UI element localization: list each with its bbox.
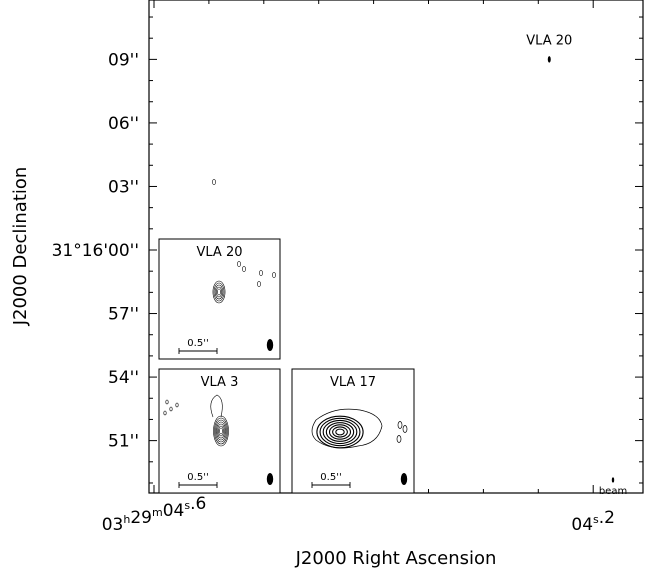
inset-vla-17: VLA 17 0.5'': [291, 368, 415, 494]
source-vla-20: VLA 20: [526, 33, 572, 63]
y-axis-title: J2000 Declination: [10, 167, 31, 327]
contour-blob: [237, 261, 241, 267]
contour: [218, 425, 224, 437]
contour-blob: [175, 402, 179, 408]
contour: [328, 424, 352, 440]
inset-beam: [400, 473, 408, 485]
inset-title: VLA 20: [196, 245, 242, 260]
contour: [216, 421, 226, 441]
contour-blob: [257, 281, 261, 287]
contour: [322, 419, 358, 445]
sources-layer: VLA 20SVS 13 (VLA 4)VLA 3VLA 17(MMS 2 = …: [526, 33, 572, 63]
y-tick-label: 03'': [108, 177, 139, 197]
inset-vla-3: VLA 3 0.5'': [158, 368, 281, 494]
contour-blob: [169, 406, 173, 412]
contour-blob: [402, 425, 408, 433]
contour-blob: [272, 272, 276, 278]
scale-bar-label: 0.5'': [187, 338, 208, 349]
inset-vla-20: VLA 20 0.5'': [158, 179, 281, 360]
inset-beam: [266, 339, 274, 351]
y-tick-label: 06'': [108, 114, 139, 134]
contour-outer: [311, 408, 383, 449]
contour: [325, 422, 355, 442]
inset-beam: [266, 473, 274, 485]
contour: [332, 426, 348, 438]
y-tick-label: 51'': [108, 432, 139, 452]
contour-blob: [242, 266, 246, 272]
contour: [215, 419, 227, 443]
contour: [319, 417, 361, 447]
y-tick-labels: 09'' 06'' 03'' 31°16'00'' 57'' 54'' 51'': [52, 50, 139, 451]
contour-blob: [397, 421, 403, 429]
contour: [215, 286, 223, 298]
y-tick-label: 54'': [108, 368, 139, 388]
contour: [335, 428, 345, 436]
contour-blob: [212, 179, 216, 185]
x-tick-label: 04s.2: [571, 508, 615, 535]
scale-bar-label: 0.5'': [187, 472, 208, 483]
compact-source: [547, 56, 551, 63]
source-label: VLA 20: [526, 33, 572, 48]
main-beam-marker: [611, 477, 615, 483]
contour-blob: [163, 410, 167, 416]
contour-blob: [259, 270, 263, 276]
contour: [213, 282, 225, 302]
contour: [219, 427, 223, 435]
contour: [214, 284, 224, 300]
contour-extension: [210, 394, 223, 418]
contour: [212, 280, 226, 304]
x-axis-title: J2000 Right Ascension: [295, 548, 497, 569]
contour: [217, 288, 221, 296]
y-tick-label: 57'': [108, 305, 139, 325]
contour-blob: [165, 399, 169, 405]
inset-title: VLA 17: [330, 375, 376, 390]
contour: [217, 423, 225, 439]
beam-label: beam: [599, 486, 627, 497]
scale-bar-label: 0.5'': [320, 472, 341, 483]
x-tick-label: 03h29m04s.6: [102, 494, 207, 535]
insets-layer: VLA 20 0.5'' VLA 3 0.5'' VLA 17 0.5'': [158, 179, 415, 494]
y-tick-label: 31°16'00'': [52, 241, 139, 261]
contour-blob: [396, 435, 402, 443]
y-tick-label: 09'': [108, 50, 139, 70]
inset-title: VLA 3: [201, 375, 239, 390]
contour: [214, 417, 228, 445]
